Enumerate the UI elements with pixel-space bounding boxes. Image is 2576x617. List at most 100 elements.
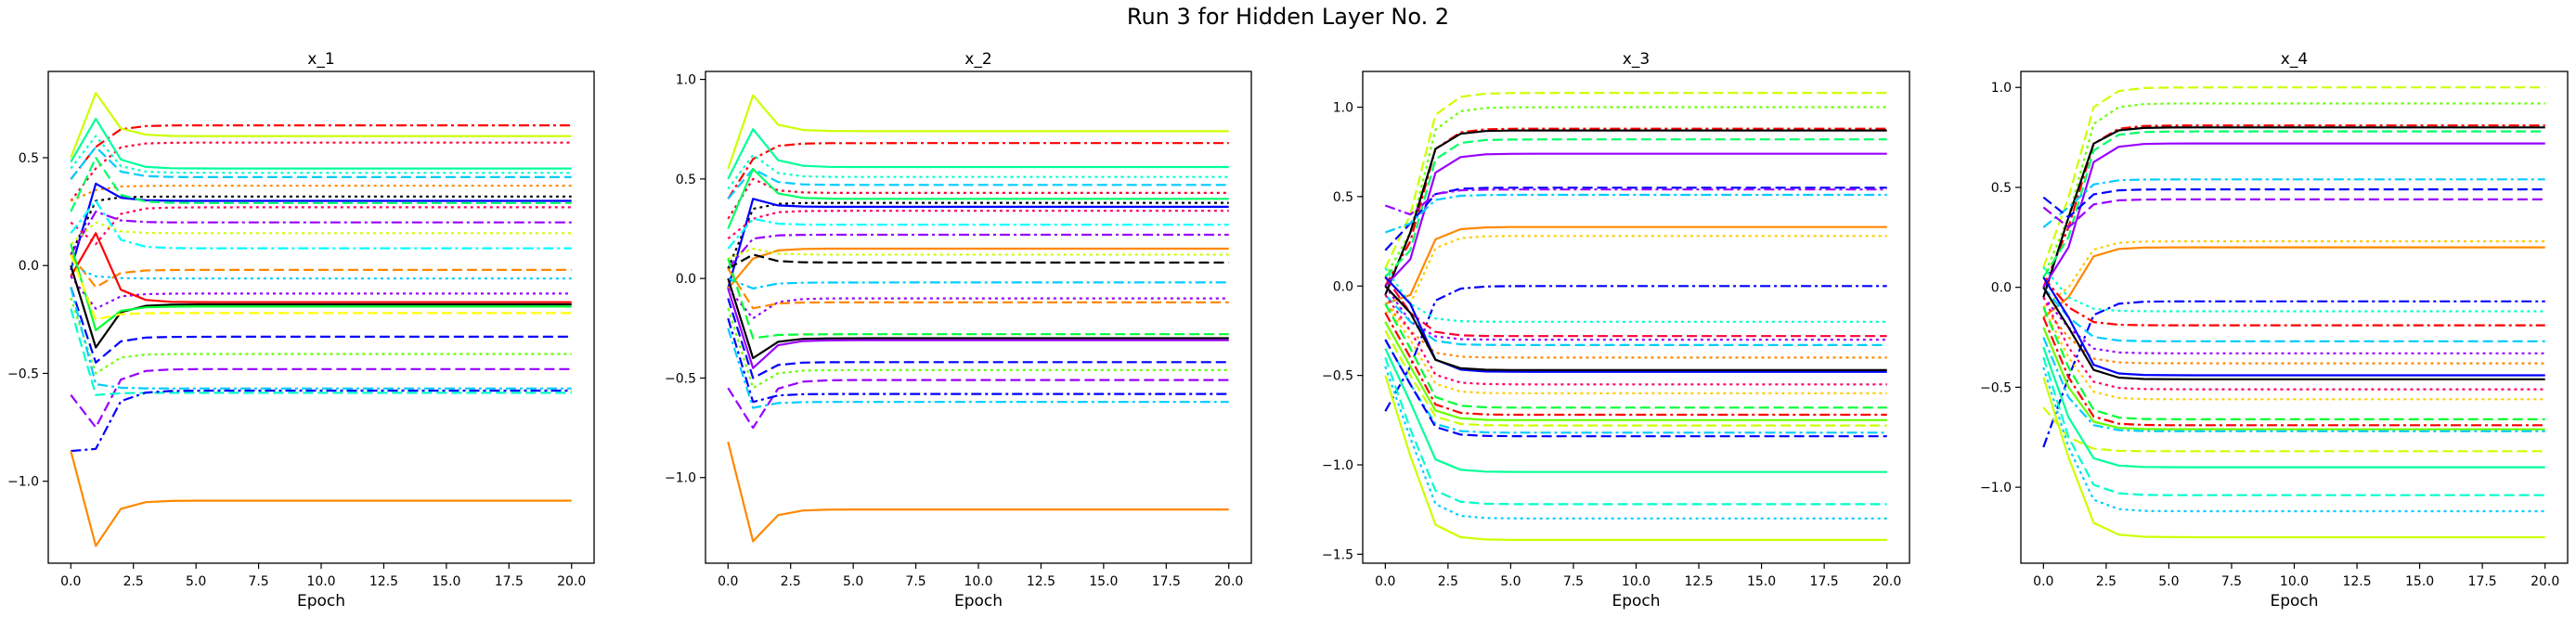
x-tick-label: 20.0 [557, 574, 586, 589]
x-tick-label: 2.5 [1438, 574, 1458, 589]
series-line [2042, 286, 2545, 342]
series-line [1384, 329, 1887, 427]
y-tick-label: −1.0 [1322, 458, 1353, 473]
series-line [1384, 348, 1887, 473]
series-line [2042, 246, 2545, 318]
series-line [2042, 102, 2545, 278]
x-tick-label: 20.0 [1872, 574, 1901, 589]
y-tick-label: 1.0 [1991, 81, 2012, 96]
series-line [1384, 276, 1887, 373]
series-line [727, 177, 1229, 220]
series-line [70, 287, 572, 364]
x-tick-label: 0.0 [718, 574, 738, 589]
series-line [727, 288, 1229, 369]
x-tick-label: 2.5 [2096, 574, 2116, 589]
series-line [2042, 142, 2545, 289]
subplot-4: 0.0 2.5 5.0 7.5 10.0 12.5 15.0 17.5 20.0 1.0 0.5 0.… [1980, 50, 2569, 611]
series-line [2042, 337, 2545, 432]
x-tick-label: 17.5 [1152, 574, 1181, 589]
series-line [727, 307, 1229, 390]
series-line [71, 389, 572, 453]
x-tick-label: 12.5 [1027, 574, 1055, 589]
series-line [1384, 285, 1887, 371]
series-line [2042, 356, 2545, 496]
x-tick-label: 10.0 [1622, 574, 1650, 589]
x-tick-label: 5.0 [843, 574, 863, 589]
y-tick-label: 1.0 [676, 73, 696, 88]
series-line [727, 198, 1229, 289]
series-line [2042, 297, 2545, 391]
series-line [70, 264, 572, 280]
plot-frame [2020, 71, 2569, 564]
series-line [1384, 357, 1887, 506]
x-tick-label: 20.0 [1214, 574, 1243, 589]
series-line [70, 276, 572, 310]
series-line [70, 254, 572, 321]
series-line [1384, 267, 1887, 323]
series-group [727, 94, 1229, 543]
series-line [1384, 285, 1887, 341]
x-tick-label: 15.0 [2405, 574, 2434, 589]
series-line [70, 206, 572, 246]
y-tick-label: −0.5 [1322, 369, 1353, 384]
series-line [70, 253, 572, 289]
series-line [727, 168, 1229, 229]
series-line [1384, 321, 1887, 421]
series-line [1384, 294, 1887, 346]
series-line [1384, 129, 1887, 296]
series-line [727, 277, 1229, 360]
series-line [70, 118, 572, 170]
x-tick-label: 12.5 [2342, 574, 2371, 589]
series-line [2042, 130, 2545, 278]
series-line [1384, 235, 1887, 315]
y-tick-label: −1.5 [1322, 547, 1353, 562]
series-line [1384, 225, 1887, 305]
series-line [1384, 302, 1887, 409]
y-tick-label: −0.5 [665, 371, 696, 386]
subplot-1: 0.0 2.5 5.0 7.5 10.0 12.5 15.0 17.5 20.0 0.5 0.0 −0… [7, 50, 595, 611]
series-line [2042, 300, 2545, 448]
x-tick-label: 15.0 [1747, 574, 1776, 589]
series-line [2042, 266, 2545, 313]
series-line [70, 199, 572, 250]
x-tick-label: 0.0 [60, 574, 81, 589]
series-line [70, 367, 572, 429]
series-line [2042, 306, 2545, 401]
subplot-title: x_4 [2281, 50, 2308, 69]
x-axis-label: Epoch [1612, 592, 1660, 611]
series-line [2042, 296, 2545, 354]
series-line [1384, 285, 1887, 412]
series-line [1384, 127, 1887, 287]
series-line [2042, 306, 2545, 365]
series-line [1384, 138, 1887, 278]
series-line [727, 288, 1229, 320]
series-line [1384, 366, 1887, 520]
series-line [70, 287, 572, 390]
series-line [1384, 339, 1887, 438]
series-line [2042, 366, 2545, 513]
y-tick-label: −1.0 [7, 475, 39, 490]
series-line [1384, 91, 1887, 269]
x-axis-label: Epoch [954, 592, 1003, 611]
series-line [2042, 198, 2545, 229]
x-tick-label: 17.5 [495, 574, 524, 589]
series-line [2042, 276, 2545, 377]
y-tick-label: 0.0 [676, 272, 696, 287]
figure-title: Run 3 for Hidden Layer No. 2 [1126, 4, 1450, 30]
series-line [727, 379, 1229, 430]
x-tick-label: 7.5 [905, 574, 926, 589]
series-group [1384, 91, 1887, 542]
series-line [1384, 152, 1887, 288]
x-tick-label: 10.0 [2280, 574, 2309, 589]
series-line [1384, 193, 1887, 234]
x-tick-label: 0.0 [1375, 574, 1395, 589]
series-line [727, 168, 1229, 200]
series-line [727, 441, 1229, 543]
y-tick-label: −1.0 [1980, 481, 2012, 495]
y-tick-label: 0.0 [1333, 279, 1353, 294]
x-tick-label: 17.5 [2468, 574, 2497, 589]
y-tick-label: 0.5 [19, 151, 39, 166]
series-line [727, 267, 1229, 310]
